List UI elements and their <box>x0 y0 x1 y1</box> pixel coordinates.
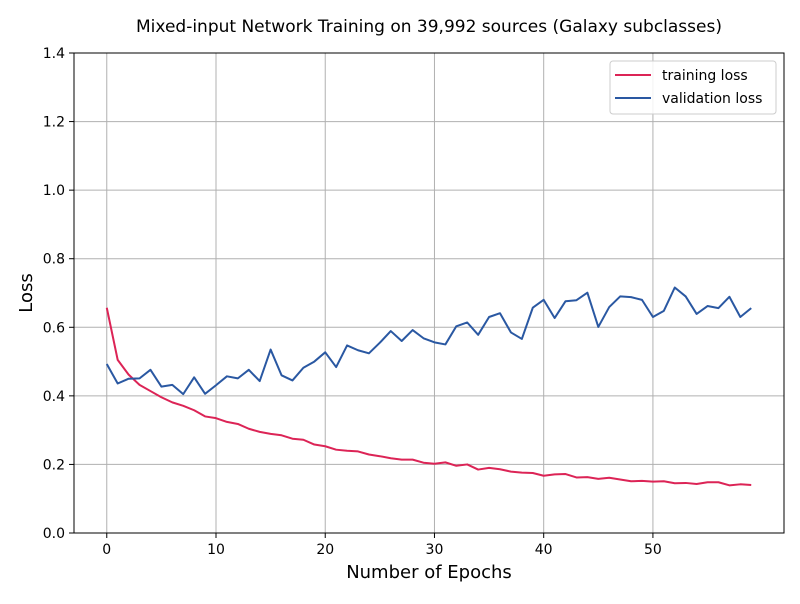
y-axis-label: Loss <box>16 273 37 312</box>
x-tick-label: 10 <box>207 542 225 558</box>
series-lines <box>105 286 752 487</box>
grid-lines <box>74 52 784 534</box>
y-tick-label: 0.2 <box>43 457 65 473</box>
legend: training loss validation loss <box>609 60 777 115</box>
y-tick-label: 1.0 <box>43 183 65 199</box>
plot-frame <box>73 52 785 534</box>
x-tick-label: 20 <box>316 542 334 558</box>
x-axis-label: Number of Epochs <box>346 562 512 583</box>
y-tick-label: 0.8 <box>43 252 65 268</box>
legend-label-training-loss: training loss <box>662 68 748 84</box>
y-tick-label: 1.2 <box>43 115 65 131</box>
x-tick-label: 30 <box>426 542 444 558</box>
x-tick-label: 40 <box>535 542 553 558</box>
x-tick-label: 0 <box>102 542 111 558</box>
axis-ticks: 0 10 20 30 40 50 0.0 0.2 0.4 0.6 0.8 1.0 1.2 1.4 <box>43 46 662 558</box>
validation-loss-line <box>105 286 752 396</box>
y-tick-label: 1.4 <box>43 46 65 62</box>
legend-box <box>609 60 777 115</box>
chart-title: Mixed-input Network Training on 39,992 s… <box>136 17 722 37</box>
training-loss-line <box>105 307 752 487</box>
legend-label-validation-loss: validation loss <box>662 91 762 107</box>
y-tick-label: 0.0 <box>43 526 65 542</box>
y-tick-label: 0.4 <box>43 389 65 405</box>
y-tick-label: 0.6 <box>43 320 65 336</box>
x-tick-label: 50 <box>644 542 662 558</box>
